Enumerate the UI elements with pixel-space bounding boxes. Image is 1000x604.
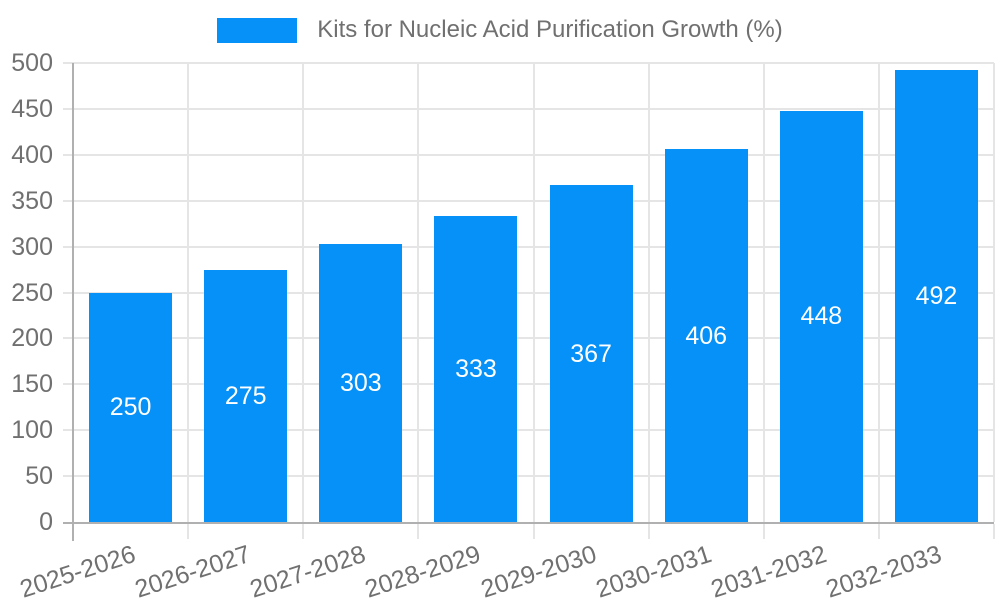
bar[interactable]: 303 [319, 243, 403, 522]
x-tick-label: 2027-2028 [246, 540, 370, 604]
x-tick-mark [762, 524, 765, 539]
y-tick-mark [63, 199, 73, 202]
bar[interactable]: 406 [664, 149, 748, 522]
y-tick-label: 50 [25, 462, 53, 491]
y-tick-mark [63, 337, 73, 340]
y-tick-label: 300 [11, 232, 53, 261]
x-tick-label: 2025-2026 [16, 540, 139, 604]
y-tick-label: 250 [11, 278, 53, 307]
bar-value-label: 275 [224, 381, 267, 410]
y-tick-mark [63, 62, 73, 64]
legend[interactable]: Kits for Nucleic Acid Purification Growt… [0, 16, 1000, 44]
y-tick-label: 100 [11, 416, 53, 445]
x-tick-mark [647, 524, 650, 539]
legend-swatch-icon [217, 17, 298, 43]
x-tick-label: 2028-2029 [361, 540, 485, 604]
x-grid-line [532, 63, 535, 522]
x-grid-line [877, 63, 880, 522]
x-tick-label: 2029-2030 [477, 540, 600, 604]
x-axis-line [63, 522, 994, 524]
bar[interactable]: 492 [894, 70, 978, 522]
y-tick-mark [63, 383, 73, 386]
x-grid-line [762, 63, 765, 522]
x-tick-mark [532, 524, 535, 539]
bar[interactable]: 448 [779, 110, 863, 522]
y-axis-line [72, 63, 74, 541]
x-tick-label: 2031-2032 [707, 540, 830, 604]
y-tick-label: 400 [11, 140, 53, 169]
x-tick-mark [417, 524, 420, 539]
y-tick-mark [63, 107, 73, 110]
x-grid-line [993, 63, 995, 522]
bar[interactable]: 250 [89, 292, 173, 522]
bar-value-label: 333 [455, 355, 497, 384]
bar-value-label: 492 [915, 282, 958, 311]
x-tick-label: 2030-2031 [592, 540, 715, 604]
y-tick-label: 0 [39, 508, 53, 536]
y-tick-mark [63, 291, 73, 294]
y-tick-label: 350 [11, 186, 53, 215]
y-tick-label: 450 [11, 94, 53, 123]
bar[interactable]: 367 [549, 185, 633, 522]
y-tick-label: 500 [11, 49, 53, 77]
y-tick-mark [63, 429, 73, 432]
x-grid-line [302, 63, 305, 522]
x-tick-mark [993, 524, 995, 539]
bar-value-label: 250 [109, 393, 152, 422]
x-grid-line [417, 63, 420, 522]
y-tick-mark [63, 245, 73, 248]
x-tick-label: 2032-2033 [822, 540, 945, 604]
y-tick-mark [63, 475, 73, 478]
x-tick-mark [187, 524, 190, 539]
bar-value-label: 406 [685, 321, 728, 350]
x-grid-line [647, 63, 650, 522]
y-tick-label: 150 [11, 370, 53, 399]
x-tick-mark [302, 524, 305, 539]
bar[interactable]: 275 [204, 269, 288, 522]
y-tick-mark [63, 153, 73, 156]
x-grid-line [187, 63, 190, 522]
legend-label: Kits for Nucleic Acid Purification Growt… [317, 16, 783, 43]
bar-value-label: 448 [800, 302, 843, 331]
x-tick-label: 2026-2027 [131, 540, 255, 604]
bar-value-label: 367 [570, 339, 612, 368]
x-tick-mark [877, 524, 880, 539]
bar-value-label: 303 [339, 368, 382, 397]
y-tick-label: 200 [11, 324, 53, 353]
bar[interactable]: 333 [434, 216, 518, 522]
